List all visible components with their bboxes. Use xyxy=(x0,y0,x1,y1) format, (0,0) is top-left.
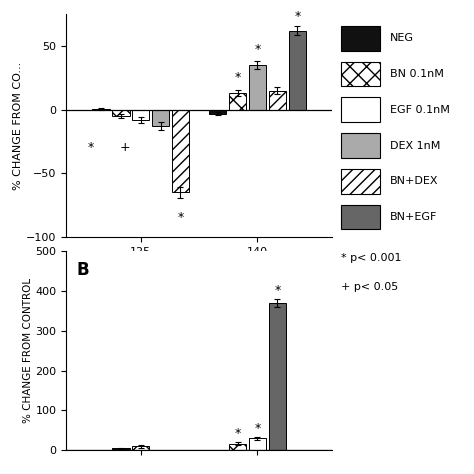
Text: *: * xyxy=(88,141,94,155)
Text: *: * xyxy=(177,211,183,224)
Bar xyxy=(209,109,227,113)
Bar xyxy=(341,133,380,158)
Bar xyxy=(132,109,149,120)
Bar xyxy=(341,169,380,193)
Bar xyxy=(341,62,380,86)
Bar xyxy=(112,109,129,116)
Bar xyxy=(269,91,286,109)
Text: *: * xyxy=(274,283,281,297)
Bar xyxy=(341,205,380,229)
Y-axis label: % CHANGE FROM CO...: % CHANGE FROM CO... xyxy=(13,62,24,190)
Text: BN+DEX: BN+DEX xyxy=(390,176,438,186)
Y-axis label: % CHANGE FROM CONTROL: % CHANGE FROM CONTROL xyxy=(23,278,33,423)
Bar xyxy=(172,109,189,192)
Bar xyxy=(341,98,380,122)
Text: DEX 1nM: DEX 1nM xyxy=(390,140,440,151)
Bar xyxy=(112,448,129,450)
Bar xyxy=(152,109,169,126)
Text: *: * xyxy=(294,10,301,23)
Bar xyxy=(132,447,149,450)
Bar xyxy=(229,444,246,450)
Bar xyxy=(269,303,286,450)
Text: NEG: NEG xyxy=(390,33,414,43)
Text: *: * xyxy=(235,428,241,440)
Bar xyxy=(341,26,380,51)
Bar xyxy=(249,65,266,109)
Bar xyxy=(152,450,169,457)
Text: *: * xyxy=(235,71,241,84)
Bar xyxy=(289,31,306,109)
Text: +: + xyxy=(119,141,130,155)
Text: + p< 0.05: + p< 0.05 xyxy=(341,282,399,292)
Text: EGF 0.1nM: EGF 0.1nM xyxy=(390,105,450,115)
Text: B: B xyxy=(77,261,90,279)
Text: *: * xyxy=(255,422,261,435)
Bar xyxy=(229,93,246,109)
Text: *: * xyxy=(255,43,261,56)
Text: BN 0.1nM: BN 0.1nM xyxy=(390,69,444,79)
Text: * p< 0.001: * p< 0.001 xyxy=(341,253,402,263)
Bar xyxy=(249,438,266,450)
X-axis label: GESTATIONAL AGE (DAYS): GESTATIONAL AGE (DAYS) xyxy=(109,262,290,275)
Text: BN+EGF: BN+EGF xyxy=(390,212,438,222)
